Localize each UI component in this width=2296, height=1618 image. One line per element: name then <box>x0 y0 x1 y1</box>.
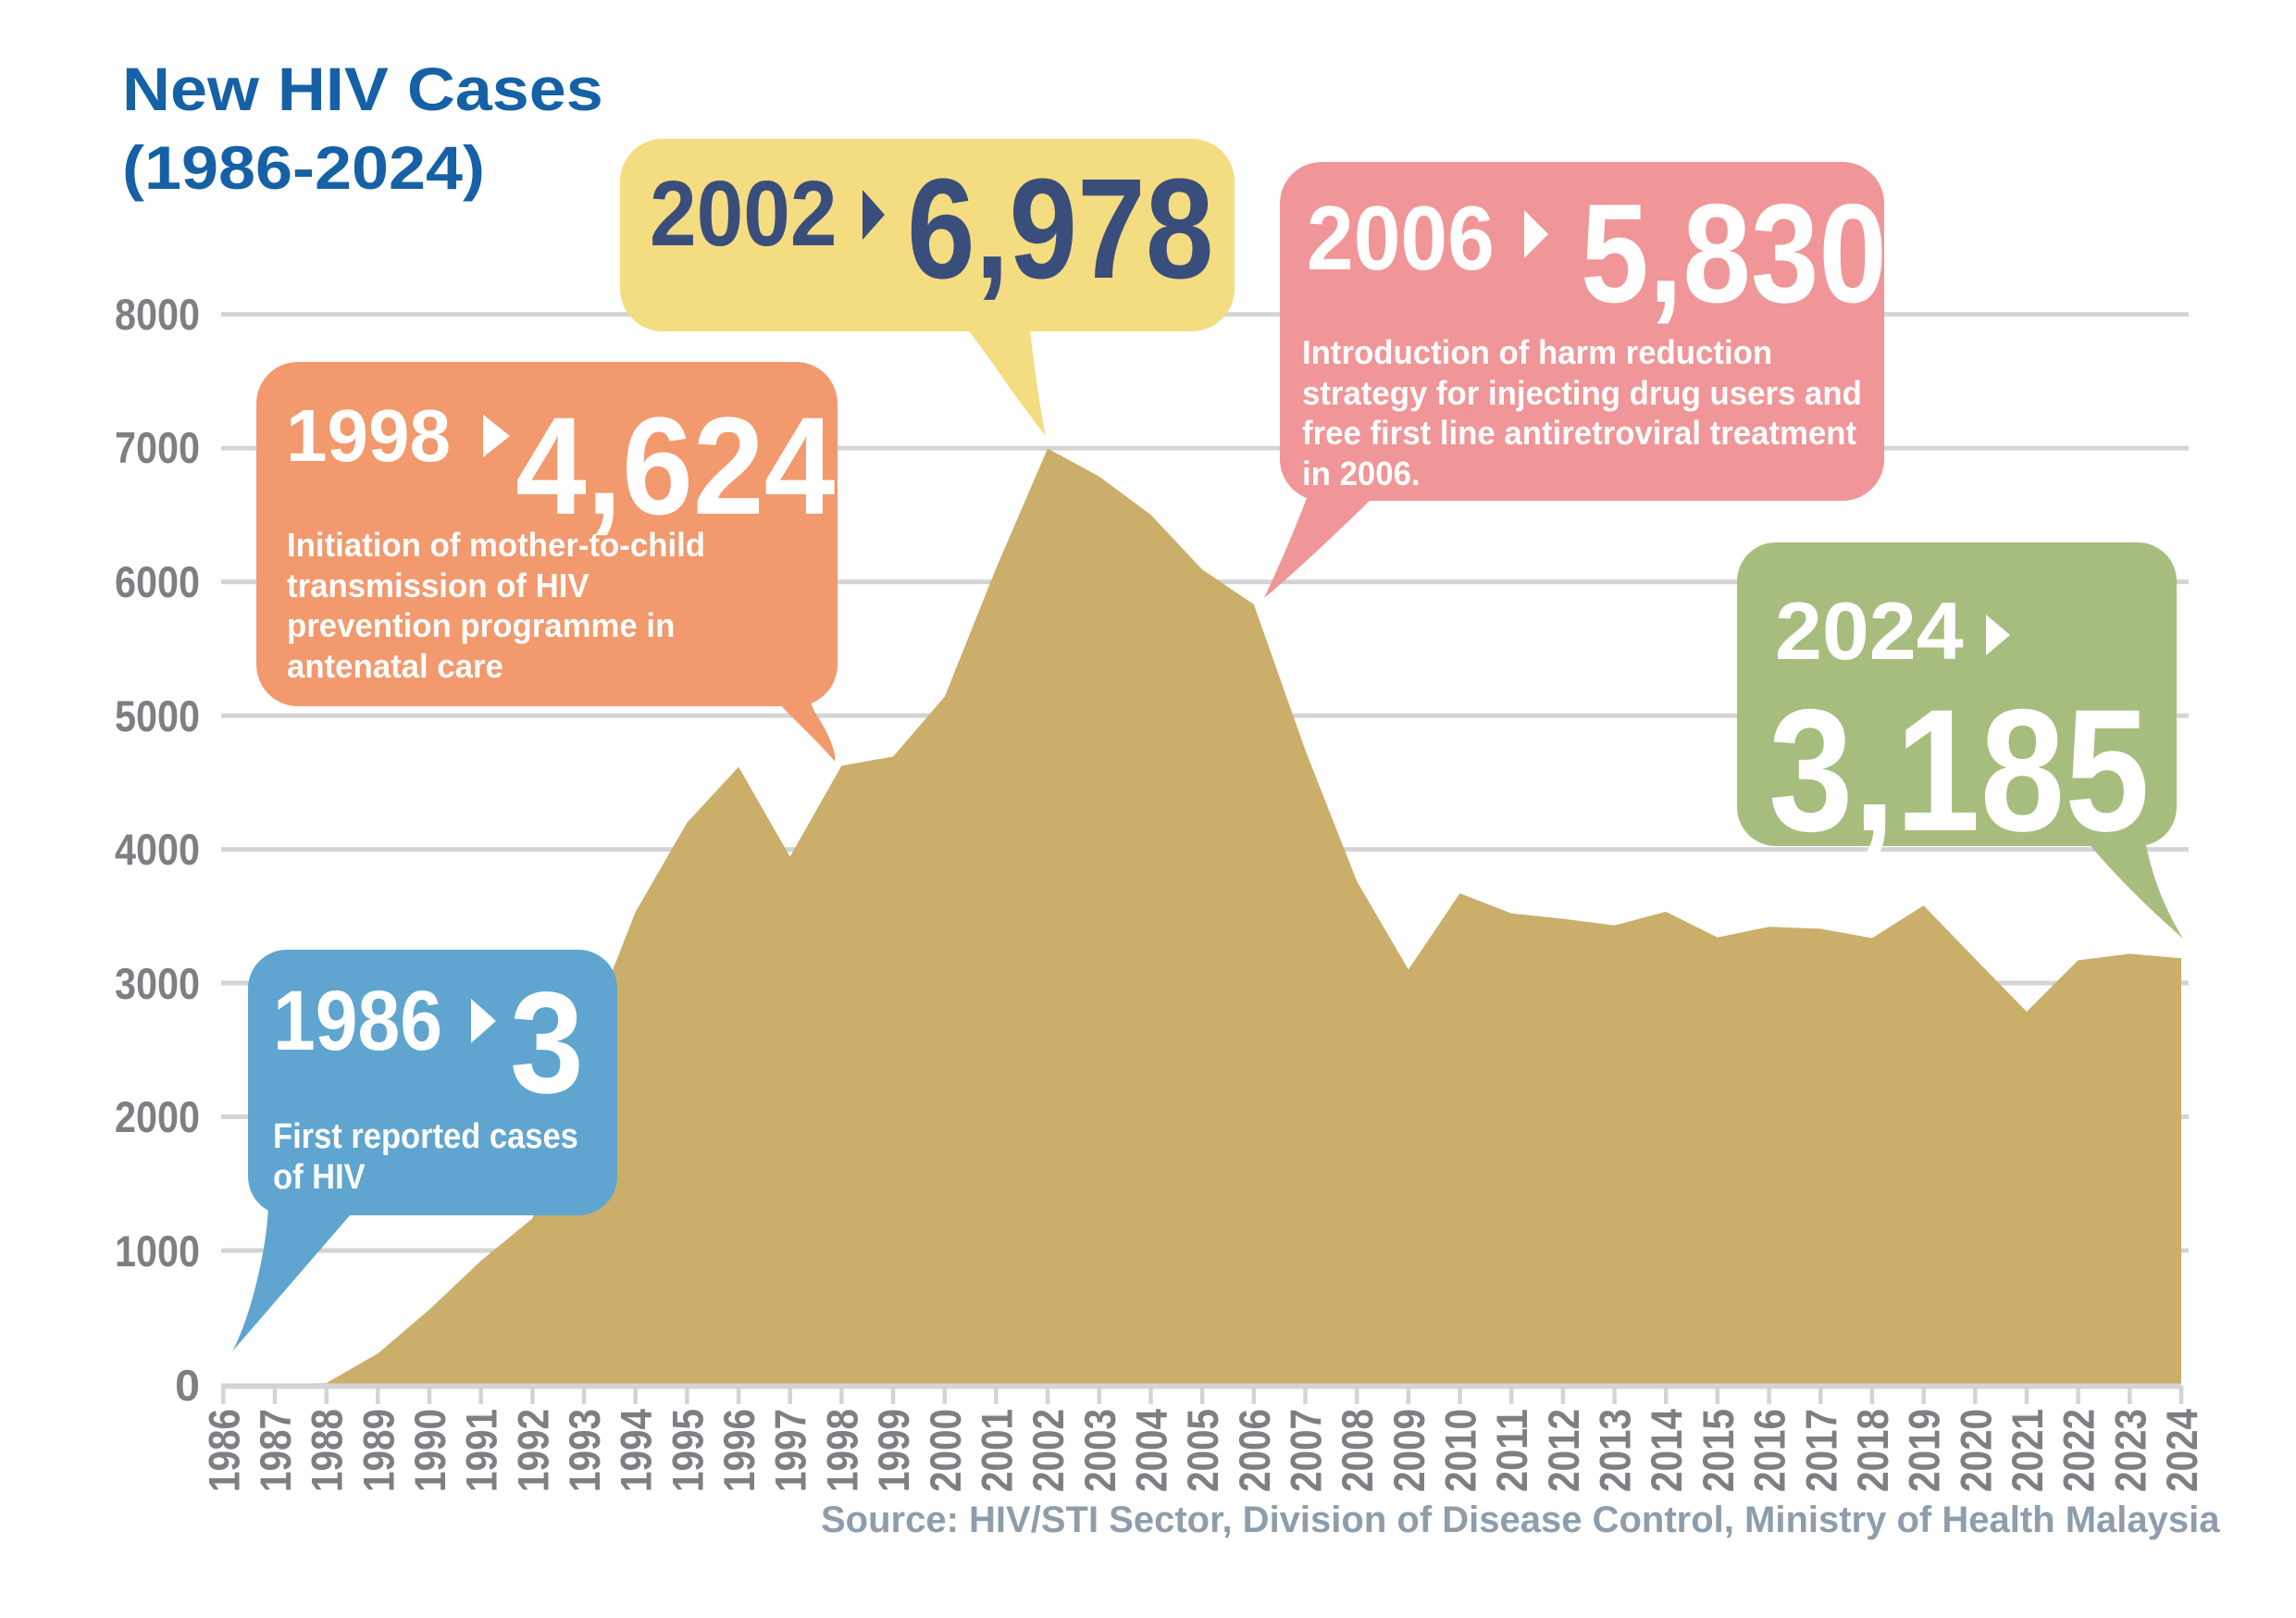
svg-text:3000: 3000 <box>115 959 200 1008</box>
svg-text:1995: 1995 <box>663 1409 712 1492</box>
svg-text:1998: 1998 <box>817 1409 866 1492</box>
svg-text:1991: 1991 <box>457 1409 506 1492</box>
svg-text:1993: 1993 <box>560 1409 609 1492</box>
svg-text:5000: 5000 <box>115 691 200 741</box>
svg-text:1986: 1986 <box>199 1409 248 1492</box>
svg-text:2000: 2000 <box>921 1409 970 1492</box>
svg-text:2019: 2019 <box>1900 1409 1949 1492</box>
svg-text:4000: 4000 <box>115 825 200 874</box>
svg-text:2005: 2005 <box>1178 1409 1227 1492</box>
svg-text:2006: 2006 <box>1230 1409 1279 1492</box>
svg-text:1997: 1997 <box>766 1409 815 1492</box>
svg-text:2012: 2012 <box>1539 1409 1588 1492</box>
svg-text:2002: 2002 <box>1024 1409 1073 1492</box>
svg-text:1988: 1988 <box>303 1409 352 1492</box>
svg-text:2023: 2023 <box>2105 1409 2154 1492</box>
svg-text:7000: 7000 <box>115 423 200 472</box>
svg-text:2015: 2015 <box>1694 1409 1743 1492</box>
svg-text:1992: 1992 <box>508 1409 557 1492</box>
svg-text:1999: 1999 <box>869 1409 918 1492</box>
svg-text:1989: 1989 <box>354 1409 403 1492</box>
svg-text:2001: 2001 <box>972 1409 1021 1492</box>
svg-text:2020: 2020 <box>1951 1409 2000 1492</box>
svg-text:6000: 6000 <box>115 557 200 606</box>
svg-text:0: 0 <box>175 1361 200 1410</box>
svg-text:2004: 2004 <box>1127 1409 1176 1492</box>
svg-text:2003: 2003 <box>1075 1409 1124 1492</box>
svg-text:2009: 2009 <box>1384 1409 1433 1492</box>
svg-text:2022: 2022 <box>2054 1409 2104 1492</box>
svg-text:2013: 2013 <box>1591 1409 1640 1492</box>
svg-text:1996: 1996 <box>714 1409 763 1492</box>
svg-text:1000: 1000 <box>115 1226 200 1276</box>
svg-text:2017: 2017 <box>1796 1409 1845 1492</box>
svg-text:2007: 2007 <box>1282 1409 1331 1492</box>
svg-text:1994: 1994 <box>612 1409 661 1492</box>
svg-text:2024: 2024 <box>2157 1409 2206 1492</box>
svg-text:1990: 1990 <box>405 1409 454 1492</box>
svg-text:2000: 2000 <box>115 1092 200 1141</box>
svg-text:2018: 2018 <box>1848 1409 1897 1492</box>
svg-text:8000: 8000 <box>115 290 200 339</box>
svg-text:2014: 2014 <box>1642 1409 1691 1492</box>
svg-text:2021: 2021 <box>2003 1409 2052 1492</box>
svg-text:2016: 2016 <box>1745 1409 1794 1492</box>
svg-text:2008: 2008 <box>1333 1409 1382 1492</box>
svg-text:2010: 2010 <box>1436 1409 1485 1492</box>
svg-text:1987: 1987 <box>251 1409 300 1492</box>
svg-text:2011: 2011 <box>1487 1409 1536 1492</box>
